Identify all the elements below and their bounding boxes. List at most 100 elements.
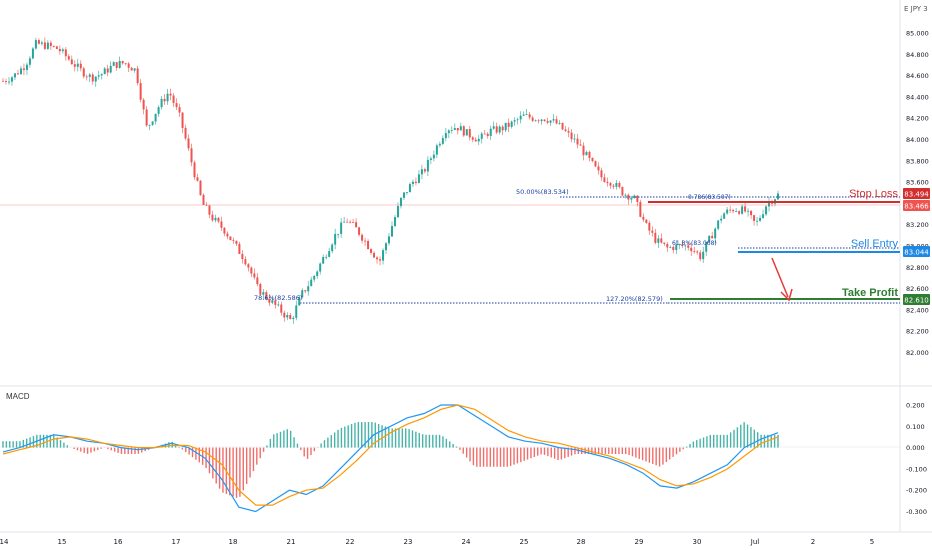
candle-body	[157, 107, 160, 114]
candle-body	[645, 219, 648, 223]
candle-body	[289, 315, 292, 320]
candle-body	[531, 117, 534, 121]
candle-body	[573, 138, 576, 140]
candle-body	[609, 183, 612, 186]
candle-body	[325, 256, 328, 258]
candle-body	[561, 122, 564, 130]
candle-body	[271, 300, 274, 303]
candle-body	[495, 126, 498, 133]
candle-body	[762, 214, 765, 218]
candle-body	[729, 209, 732, 211]
candle-body	[738, 211, 741, 214]
target-arrow-head	[780, 288, 793, 302]
candle-body	[358, 227, 361, 235]
candle-body	[489, 128, 492, 136]
candle-body	[630, 198, 633, 200]
candle-body	[346, 221, 349, 223]
candle-body	[133, 68, 136, 71]
candle-body	[367, 240, 370, 250]
time-axis[interactable]: 14 15 16 17 18 21 22 23 24 25 28 29 30 Jul 2 5	[0, 538, 874, 546]
candle-body	[319, 263, 322, 272]
candle-body	[567, 130, 570, 133]
candle-body	[307, 286, 310, 292]
price-tick-label: 84.200	[906, 115, 929, 123]
candle-body	[507, 122, 510, 127]
candle-body	[310, 279, 313, 287]
take-profit-price-badge: 82.610	[903, 294, 930, 305]
time-tick-label: 24	[462, 538, 471, 546]
candle-body	[172, 95, 175, 104]
macd-tick-label: -0.300	[906, 508, 927, 516]
candle-body	[301, 290, 304, 298]
candle-body	[471, 137, 474, 140]
candle-body	[594, 161, 597, 167]
candle-body	[13, 73, 16, 78]
candle-body	[163, 98, 166, 102]
macd-title: MACD	[6, 392, 30, 401]
macd-line	[2, 404, 779, 513]
candle-body	[142, 99, 145, 110]
candle-body	[693, 251, 696, 252]
candle-body	[109, 65, 112, 73]
candle-body	[208, 205, 211, 215]
price-tick-label: 82.200	[906, 328, 929, 336]
macd-axis[interactable]: 0.200 0.100 0.000 -0.100 -0.200 -0.300	[906, 402, 927, 517]
time-tick-label: 18	[229, 538, 238, 546]
candle-body	[52, 45, 55, 47]
candle-body	[615, 182, 618, 187]
candle-body	[106, 68, 109, 73]
candle-body	[268, 298, 271, 303]
candle-body	[31, 48, 34, 59]
candle-body	[262, 292, 265, 295]
price-tick-label: 82.000	[906, 349, 929, 357]
candle-body	[175, 103, 178, 108]
candle-body	[435, 145, 438, 155]
candle-body	[2, 80, 4, 82]
candle-body	[453, 128, 456, 130]
candle-body	[513, 120, 516, 122]
price-tick-label: 82.800	[906, 264, 929, 272]
candle-body	[624, 194, 627, 196]
candle-body	[549, 120, 552, 123]
candle-body	[474, 139, 477, 142]
candle-body	[67, 56, 70, 60]
candle-body	[388, 236, 391, 244]
candle-body	[519, 115, 522, 120]
candle-body	[58, 48, 61, 52]
candle-body	[390, 226, 393, 237]
candle-body	[627, 194, 630, 200]
candle-body	[642, 216, 645, 220]
candle-body	[735, 211, 738, 213]
candle-body	[540, 119, 543, 122]
candle-body	[361, 234, 364, 241]
sell-entry-label: Sell Entry	[851, 238, 899, 250]
candle-body	[528, 114, 531, 118]
candle-body	[229, 236, 232, 241]
candle-body	[465, 129, 468, 136]
candle-body	[468, 129, 471, 138]
sell-entry-price-badge: 83.044	[903, 246, 930, 257]
candle-body	[166, 93, 169, 102]
candle-body	[579, 144, 582, 146]
candle-body	[543, 119, 546, 121]
candle-body	[295, 305, 298, 318]
time-tick-label: 23	[404, 538, 413, 546]
candle-body	[343, 221, 346, 223]
price-tick-label: 84.000	[906, 136, 929, 144]
candle-body	[292, 317, 295, 320]
candle-body	[265, 292, 268, 299]
price-tick-label: 84.800	[906, 51, 929, 59]
candle-body	[705, 242, 708, 252]
candle-body	[280, 304, 283, 313]
time-tick-label: 16	[114, 538, 123, 546]
candle-body	[85, 76, 88, 78]
price-pane[interactable]	[0, 0, 900, 386]
candle-body	[747, 210, 750, 212]
macd-tick-label: 0.100	[906, 423, 925, 431]
candle-body	[639, 201, 642, 217]
candle-body	[432, 154, 435, 159]
candle-body	[28, 58, 31, 65]
stop-loss-price-badge: 83.494	[903, 188, 930, 199]
candle-body	[37, 40, 40, 44]
